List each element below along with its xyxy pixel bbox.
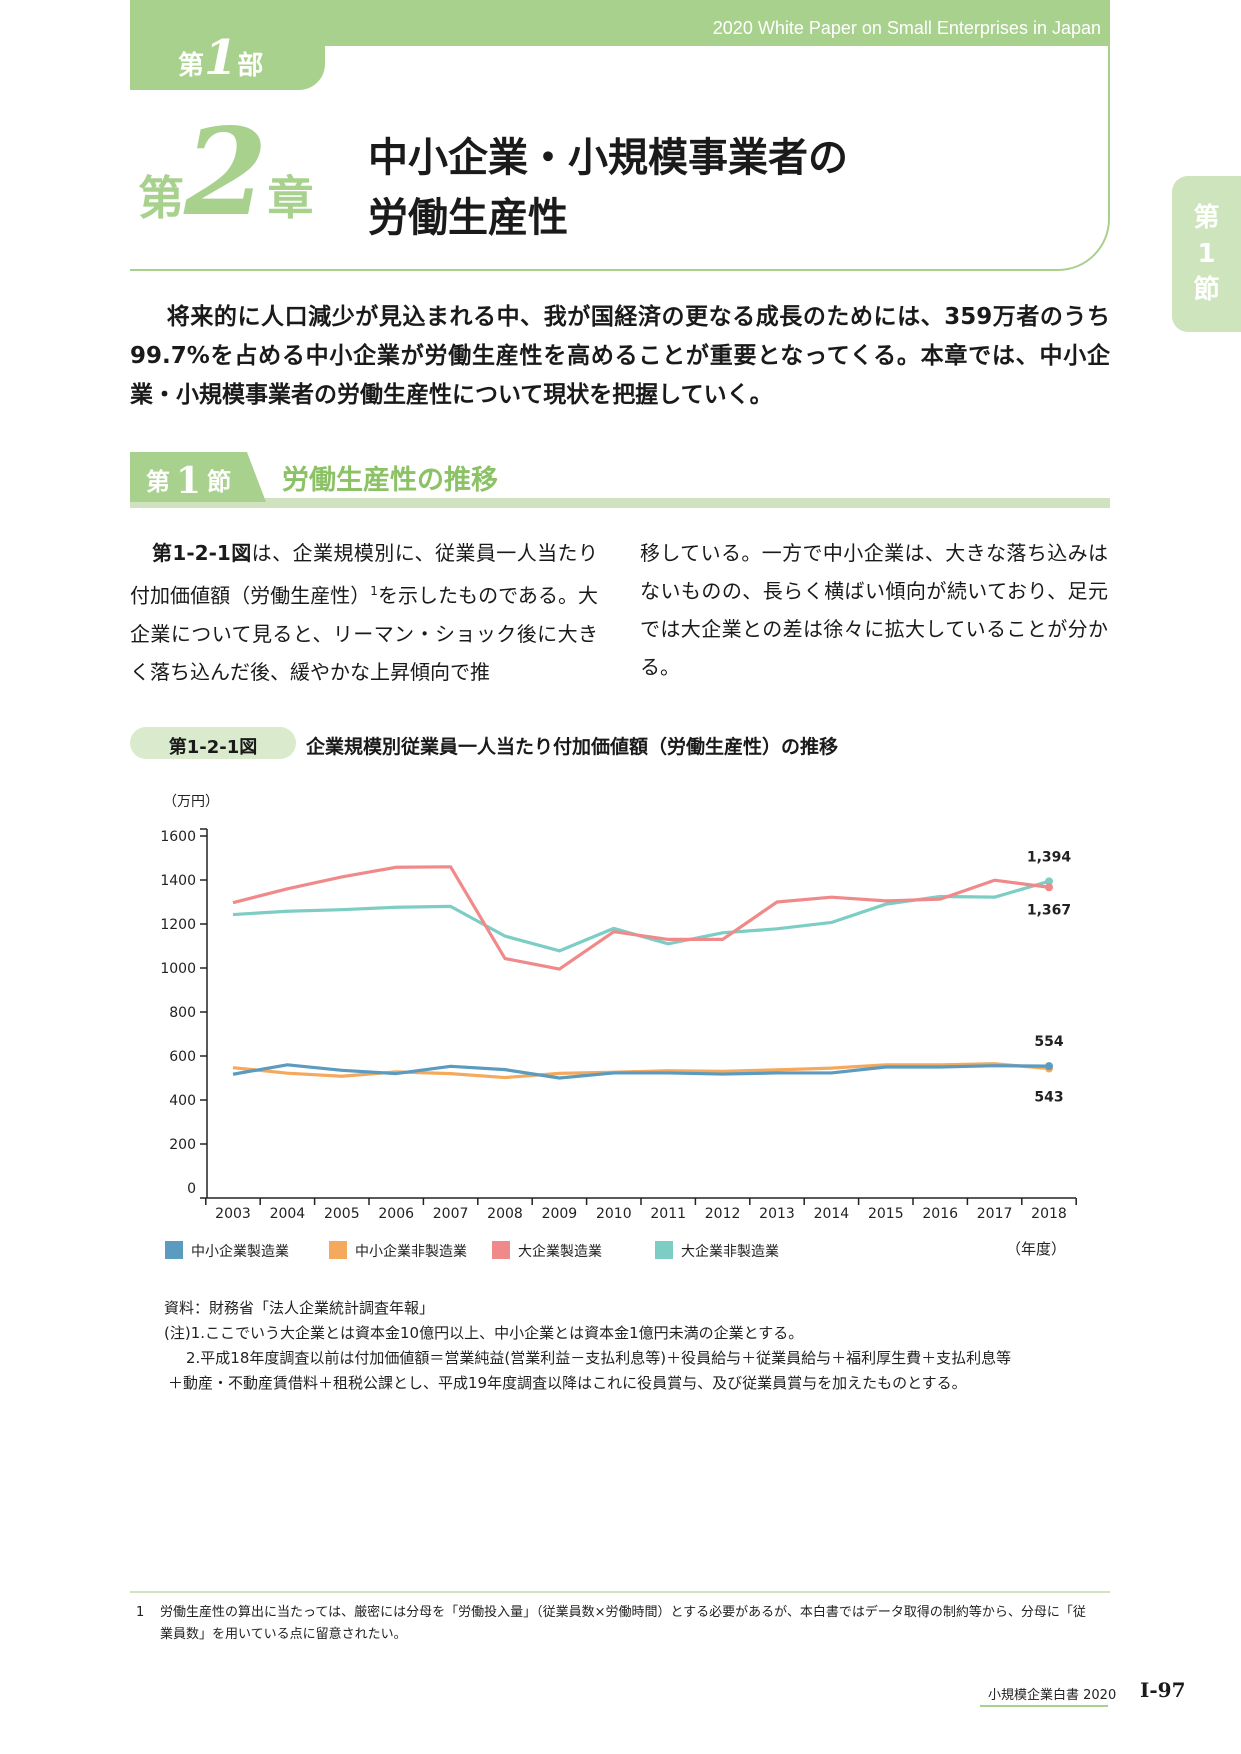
x-tick-label: 2014 (814, 1206, 850, 1222)
y-tick-label: 200 (169, 1137, 196, 1153)
footnote: 1 労働生産性の算出に当たっては、厳密には分母を「労働投入量」（従業員数×労働時間… (136, 1602, 1108, 1646)
part-number: 1 (204, 30, 238, 86)
figure-notes: 資料：財務省「法人企業統計調査年報」 (注)1.ここでいう大企業とは資本金10億… (164, 1296, 1104, 1396)
x-tick-label: 2012 (705, 1206, 741, 1222)
series-end-point (1045, 877, 1053, 886)
x-tick-label: 2008 (487, 1206, 523, 1222)
y-tick-label: 1200 (160, 917, 196, 933)
body-left-column: 第1-2-1図は、企業規模別に、従業員一人当たり付加価値額（労働生産性）1を示し… (130, 541, 598, 684)
note-1: (注)1.ここでいう大企業とは資本金10億円以上、中小企業とは資本金1億円未満の… (164, 1324, 804, 1342)
y-tick-label: 0 (187, 1181, 196, 1197)
legend-label: 大企業非製造業 (681, 1243, 779, 1260)
side-tab-label: 第 1 節 (1193, 203, 1220, 305)
series-line-1 (232, 1063, 1050, 1080)
body-right-column: 移している。一方で中小企業は、大きな落ち込みはないものの、長らく横ばい傾向が続い… (640, 541, 1108, 679)
x-tick-label: 2007 (433, 1206, 469, 1222)
y-tick-label: 1600 (160, 829, 196, 845)
y-tick-label: 800 (169, 1005, 196, 1021)
x-tick-label: 2010 (596, 1206, 632, 1222)
intro-paragraph: 将来的に人口減少が見込まれる中、我が国経済の更なる成長のためには、359万者のう… (130, 304, 1110, 408)
x-tick-label: 2009 (542, 1206, 578, 1222)
x-tick-label: 2015 (868, 1206, 904, 1222)
series-line-4 (232, 879, 1050, 953)
page-number: Ⅰ-97 (1140, 1678, 1186, 1702)
figure-title: 企業規模別従業員一人当たり付加価値額（労働生産性）の推移 (306, 736, 839, 758)
note-2-continued: ＋動産・不動産賃借料＋租税公課とし、平成19年度調査以降はこれに役員賞与、及び従… (168, 1374, 967, 1392)
legend-swatch (329, 1241, 347, 1259)
section-title: 労働生産性の推移 (282, 465, 498, 496)
section-underline (130, 498, 1110, 508)
legend-swatch (492, 1241, 510, 1259)
side-tab (1172, 176, 1241, 332)
x-tick-label: 2004 (270, 1206, 306, 1222)
note-2: 2.平成18年度調査以前は付加価値額＝営業純益(営業利益－支払利息等)＋役員給与… (186, 1349, 1012, 1367)
legend-swatch (655, 1241, 673, 1259)
figure-number-pill (130, 727, 296, 759)
x-tick-label: 2011 (650, 1206, 686, 1222)
x-axis-label: （年度） (1006, 1240, 1066, 1258)
figure-number: 第1-2-1図 (168, 737, 258, 758)
source-note: 資料：財務省「法人企業統計調査年報」 (164, 1299, 435, 1317)
chapter-title: 中小企業・小規模事業者の 労働生産性 (368, 135, 848, 241)
y-tick-label: 1000 (160, 961, 196, 977)
footnote-marker: 1 (370, 584, 378, 598)
line-chart: （万円） 0 200 400 600 800 1000 1200 1400 1600 2003 2… (160, 794, 1077, 1260)
footer-underline (980, 1705, 1108, 1707)
y-tick-label: 1400 (160, 873, 196, 889)
legend-label: 中小企業非製造業 (355, 1243, 467, 1260)
chapter-number: 2 (184, 102, 268, 243)
x-tick-label: 2003 (215, 1206, 251, 1222)
data-label: 1,367 (1027, 902, 1071, 918)
data-label: 554 (1034, 1034, 1063, 1050)
part-label: 第1部 (178, 30, 264, 86)
x-tick-label: 2013 (759, 1206, 795, 1222)
footnote-number: 1 (136, 1605, 145, 1620)
chapter-frame (130, 46, 1110, 271)
legend-label: 中小企業製造業 (191, 1243, 289, 1260)
series-line-3 (232, 865, 1050, 971)
x-tick-label: 2017 (977, 1206, 1013, 1222)
footnote-rule (130, 1591, 1110, 1593)
x-tick-label: 2006 (378, 1206, 414, 1222)
series-end-point (1045, 883, 1053, 892)
footer-book-title: 小規模企業白書 2020 (988, 1688, 1117, 1703)
section-tab (130, 452, 266, 502)
x-tick-label: 2018 (1031, 1206, 1067, 1222)
figure-reference: 第1-2-1図 (152, 541, 252, 565)
y-axis-label: （万円） (163, 794, 219, 810)
series-end-point (1045, 1062, 1053, 1071)
header-english-title: 2020 White Paper on Small Enterprises in… (712, 18, 1101, 38)
y-tick-label: 600 (169, 1049, 196, 1065)
data-label: 1,394 (1027, 849, 1072, 865)
chapter-label: 第2章 (138, 102, 314, 243)
data-label: 543 (1034, 1090, 1063, 1106)
y-tick-label: 400 (169, 1093, 196, 1109)
x-tick-label: 2016 (922, 1206, 958, 1222)
legend-swatch (165, 1241, 183, 1259)
legend-label: 大企業製造業 (518, 1243, 602, 1260)
x-tick-label: 2005 (324, 1206, 360, 1222)
